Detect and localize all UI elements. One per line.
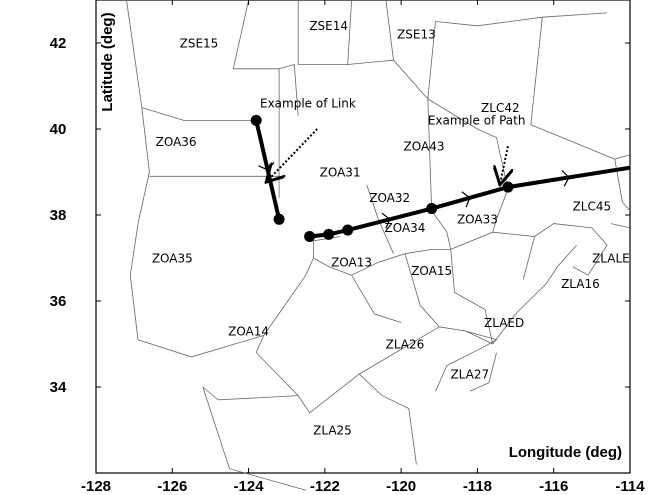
sector-boundary	[435, 12, 608, 27]
sector-boundary	[439, 313, 516, 345]
sector-boundary	[278, 63, 299, 117]
sector-label: ZSE13	[397, 28, 436, 42]
sector-boundary	[358, 373, 417, 465]
sector-labels: ZSE15 ZSE14 ZSE13 ZOA36 ZOA31 ZOA43 ZLC42 ZOA32…	[152, 19, 630, 437]
sector-label: ZOA32	[369, 191, 410, 205]
y-tick-label: 42	[50, 35, 67, 52]
sector-boundary	[126, 0, 143, 108]
route-node	[323, 228, 335, 240]
direction-chevron	[461, 191, 471, 208]
x-axis-ticks: -128 -126 -124 -122 -120 -118 -116 -114	[81, 0, 645, 495]
sector-boundary	[450, 249, 494, 345]
sector-boundary	[469, 352, 497, 392]
direction-chevron	[561, 169, 570, 187]
annotation-arrow	[268, 128, 318, 181]
sector-label: ZLA26	[386, 337, 425, 351]
sector-boundary	[404, 248, 451, 255]
sector-boundary	[351, 253, 406, 276]
sector-label: ZLALE	[592, 251, 630, 265]
y-tick-label: 36	[50, 293, 67, 310]
sector-label: ZOA35	[152, 251, 193, 265]
sector-label: ZLA25	[313, 423, 352, 437]
sector-boundary	[572, 244, 608, 276]
sector-boundary	[263, 257, 314, 336]
sector-boundary	[515, 244, 577, 315]
sector-boundary	[137, 335, 264, 358]
sector-boundary	[446, 330, 498, 366]
annotation-arrow	[500, 145, 508, 183]
sector-boundary	[435, 365, 448, 392]
sector-boundary	[366, 184, 394, 254]
x-axis-label: Longitude (deg)	[509, 444, 622, 461]
route-links	[254, 119, 631, 239]
x-tick-label: -120	[386, 478, 416, 495]
sector-boundary	[313, 257, 352, 276]
sector-boundary	[534, 223, 608, 246]
sector-boundary	[297, 373, 360, 414]
sector-boundary	[358, 326, 440, 375]
route-node	[304, 231, 316, 242]
sector-boundary	[255, 335, 299, 396]
sector-boundary	[202, 386, 306, 491]
sector-boundary	[427, 98, 478, 130]
y-tick-label: 40	[50, 121, 67, 138]
y-axis-label: Latitude (deg)	[99, 12, 116, 111]
x-tick-label: -118	[463, 478, 492, 495]
sector-boundary	[347, 59, 429, 100]
x-tick-label: -128	[81, 478, 111, 495]
plot-frame	[95, 0, 631, 474]
x-tick-label: -122	[310, 478, 340, 495]
x-tick-label: -114	[615, 478, 645, 495]
sector-boundary	[232, 0, 280, 198]
sector-label: ZOA33	[457, 213, 498, 227]
sector-boundary	[137, 107, 150, 224]
sector-label: ZOA13	[331, 256, 372, 270]
route-node	[426, 203, 438, 215]
sector-boundary	[614, 159, 631, 211]
sector-label: ZLC45	[573, 200, 612, 214]
route-node	[273, 213, 285, 225]
route-node	[342, 224, 354, 236]
sector-label: ZOA34	[384, 221, 425, 235]
sector-boundary	[450, 231, 536, 280]
annotations: Example of Link Example of Path	[260, 97, 525, 183]
sector-boundary	[129, 223, 139, 340]
sector-boundary	[477, 128, 509, 190]
annotation-text: Example of Link	[260, 97, 356, 111]
y-axis-ticks: 34 36 38 40 42	[50, 35, 630, 396]
sector-label: ZSE15	[180, 36, 219, 50]
sector-boundaries	[126, 0, 631, 491]
sector-label: ZOA43	[404, 140, 445, 154]
x-tick-label: -124	[234, 478, 265, 495]
sector-boundary	[351, 274, 402, 323]
x-tick-label: -126	[157, 478, 187, 495]
sector-label: ZLA27	[450, 367, 489, 381]
sector-boundary	[610, 223, 631, 229]
sector-label: ZOA31	[320, 165, 361, 179]
sector-label: ZSE14	[309, 19, 348, 33]
sector-label: ZLAED	[484, 316, 524, 330]
sector-boundary	[404, 253, 440, 328]
sector-label: ZLC42	[481, 101, 520, 115]
sector-label: ZOA36	[156, 135, 197, 149]
y-tick-label: 38	[50, 207, 67, 224]
sector-boundary	[492, 189, 509, 233]
sector-boundary	[141, 107, 257, 121]
route-node	[502, 181, 514, 193]
y-tick-label: 34	[50, 379, 67, 396]
sector-label: ZOA15	[411, 264, 452, 278]
sector-boundary	[530, 17, 615, 160]
annotation-text: Example of Path	[428, 114, 526, 128]
sector-boundary	[385, 0, 394, 61]
route-node	[250, 114, 262, 126]
sector-boundary	[431, 210, 452, 250]
sector-boundary	[614, 154, 631, 160]
sector-label: ZLA16	[561, 277, 600, 291]
direction-chevron	[381, 212, 391, 229]
sector-boundary	[202, 386, 299, 401]
x-tick-label: -116	[539, 478, 568, 495]
sector-label: ZOA14	[228, 324, 269, 338]
